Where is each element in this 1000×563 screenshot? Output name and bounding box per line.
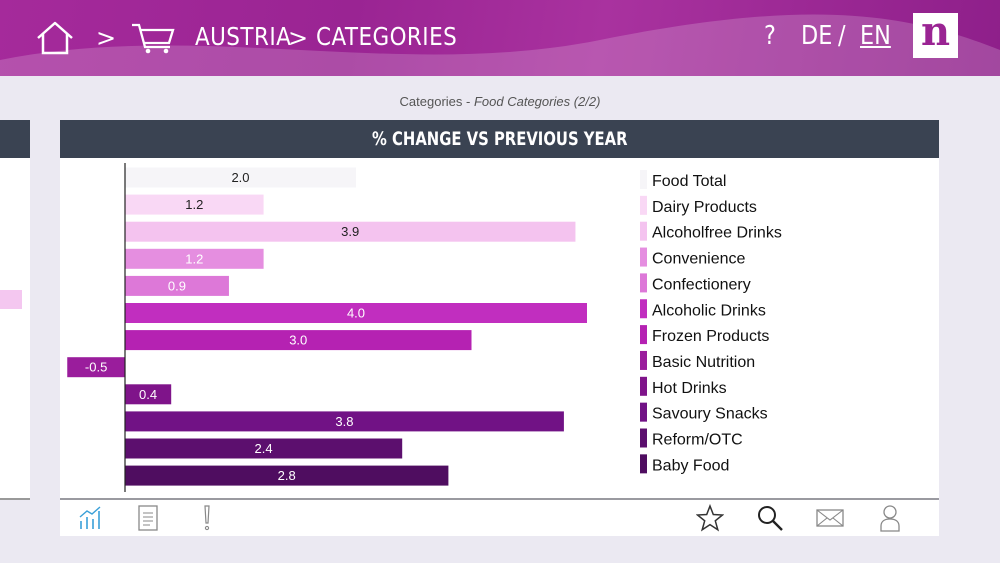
home-icon	[37, 21, 73, 55]
favorites-button[interactable]	[696, 504, 724, 532]
legend-label: Convenience	[652, 251, 746, 268]
bar-value-label: 0.9	[168, 278, 186, 293]
legend-swatch	[640, 247, 647, 267]
bar-value-label: 3.9	[341, 224, 359, 239]
bar-value-label: 2.8	[278, 468, 296, 483]
user-icon	[880, 505, 900, 532]
home-button[interactable]	[34, 18, 76, 58]
bar-value-label: 2.4	[255, 441, 273, 456]
analytics-button[interactable]	[76, 504, 104, 532]
subtitle-dash: -	[462, 94, 474, 109]
chart-card: % CHANGE VS PREVIOUS YEAR 2.0 1.2 3.9 1.2 0.…	[60, 120, 939, 536]
bar-chart: 2.0 1.2 3.9 1.2 0.9 4.0 3.0 -0.5 0.4 3.8 2.4 2.8 Foo…	[67, 163, 782, 492]
bar-value-label: -0.5	[85, 360, 107, 375]
document-icon	[138, 505, 158, 531]
legend-swatch	[640, 428, 647, 448]
alert-icon	[204, 505, 210, 531]
search-button[interactable]	[756, 504, 784, 532]
bar[interactable]	[125, 465, 449, 486]
language-en-button[interactable]: EN	[860, 21, 891, 51]
chart-title: % CHANGE VS PREVIOUS YEAR	[371, 128, 628, 150]
header-wave-pattern	[0, 14, 1000, 76]
language-separator: /	[838, 21, 846, 51]
subtitle-section: Categories	[399, 94, 463, 109]
previous-card-header	[0, 120, 30, 158]
star-icon	[696, 504, 724, 532]
legend-swatch	[640, 221, 647, 241]
bar-value-label: 0.4	[139, 387, 157, 402]
bar[interactable]	[125, 330, 472, 351]
legend-label: Frozen Products	[652, 328, 769, 345]
breadcrumb-separator: >	[288, 24, 309, 52]
bar[interactable]	[125, 438, 403, 459]
legend-label: Alcoholfree Drinks	[652, 225, 782, 242]
bar-value-label: 4.0	[347, 306, 365, 321]
chart-card-header: % CHANGE VS PREVIOUS YEAR	[60, 120, 939, 158]
bar[interactable]	[125, 194, 264, 215]
previous-card[interactable]	[0, 120, 30, 500]
report-button[interactable]	[134, 504, 162, 532]
legend-label: Basic Nutrition	[652, 354, 755, 371]
legend-swatch	[640, 325, 647, 345]
bar[interactable]	[125, 384, 172, 405]
subtitle-page: Food Categories (2/2)	[473, 94, 601, 109]
bottom-toolbar	[60, 498, 939, 536]
alerts-button[interactable]	[193, 504, 221, 532]
legend-label: Hot Drinks	[652, 380, 727, 397]
legend-swatch	[640, 195, 647, 215]
mail-button[interactable]	[816, 504, 844, 532]
legend-label: Confectionery	[652, 276, 751, 293]
bar-value-label: 3.0	[289, 333, 307, 348]
bar-value-label: 1.2	[185, 251, 203, 266]
bar-value-label: 3.8	[335, 414, 353, 429]
breadcrumb-separator: >	[96, 24, 117, 52]
previous-card-divider	[0, 498, 30, 500]
breadcrumb-country[interactable]: AUSTRIA	[195, 22, 292, 51]
previous-card-bar	[0, 290, 22, 309]
bar[interactable]	[125, 303, 587, 323]
legend-swatch	[640, 350, 647, 370]
bar-value-label: 2.0	[231, 170, 249, 185]
legend-swatch	[640, 299, 647, 319]
shopping-cart-icon	[132, 23, 175, 54]
chart-icon	[79, 506, 101, 529]
legend-swatch	[640, 402, 647, 422]
cart-button[interactable]	[130, 20, 176, 56]
page-subtitle: Categories - Food Categories (2/2)	[0, 94, 1000, 109]
bar[interactable]	[125, 275, 229, 296]
bar[interactable]	[125, 221, 576, 242]
search-icon	[758, 506, 783, 531]
legend-swatch	[640, 454, 647, 474]
bar[interactable]	[125, 167, 356, 188]
bar[interactable]	[125, 411, 564, 432]
legend-label: Alcoholic Drinks	[652, 302, 766, 319]
bar[interactable]	[67, 357, 125, 378]
legend-swatch	[640, 170, 647, 189]
mail-icon	[816, 509, 844, 527]
profile-button[interactable]	[876, 504, 904, 532]
help-button[interactable]: ?	[764, 21, 776, 51]
legend-label: Baby Food	[652, 457, 729, 474]
legend-label: Savoury Snacks	[652, 406, 768, 423]
legend-label: Food Total	[652, 173, 726, 190]
legend-swatch	[640, 273, 647, 293]
legend-label: Reform/OTC	[652, 432, 743, 449]
breadcrumb-categories: CATEGORIES	[316, 22, 458, 51]
language-de-button[interactable]: DE	[801, 21, 833, 51]
legend-label: Dairy Products	[652, 199, 757, 216]
bar-value-label: 1.2	[185, 197, 203, 212]
top-bar: > AUSTRIA > CATEGORIES ? DE / EN n	[0, 0, 1000, 76]
nielsen-logo: n	[913, 12, 958, 58]
bar[interactable]	[125, 248, 264, 269]
legend-swatch	[640, 376, 647, 396]
